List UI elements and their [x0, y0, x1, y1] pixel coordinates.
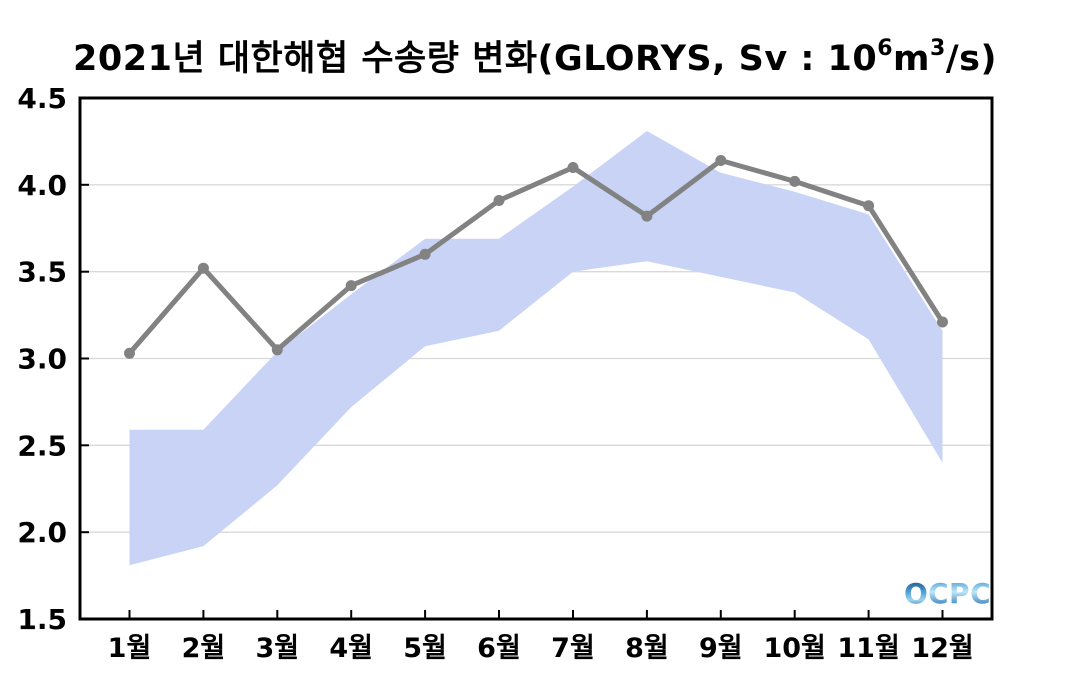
x-axis-labels: 1월 2월 3월 4월 5월 6월 7월 8월 9월 10월 11월 12월 [108, 633, 974, 664]
data-marker [124, 347, 135, 359]
data-marker [197, 262, 209, 274]
y-tick-label: 4.0 [17, 169, 67, 202]
x-tick-label: 3월 [255, 633, 299, 664]
chart-title-unit-m: m [893, 39, 931, 79]
chart-title-text: 2021년 대한해협 수송량 변화(GLORYS, Sv : 10 [73, 39, 878, 79]
y-tick-label: 1.5 [17, 603, 67, 636]
axis-ticks [80, 97, 944, 620]
data-marker [567, 162, 579, 173]
data-marker [937, 316, 948, 328]
data-marker [863, 200, 875, 212]
data-marker [493, 195, 505, 206]
data-marker [715, 155, 727, 166]
ocpc-logo-letters: CPC [928, 579, 990, 609]
chart-title-superscript-3: 3 [930, 36, 946, 62]
x-tick-label: 12월 [911, 633, 973, 664]
x-tick-label: 5월 [403, 633, 447, 664]
y-tick-label: 3.0 [17, 343, 67, 376]
y-tick-label: 3.5 [17, 256, 67, 289]
chart-title-superscript-6: 6 [877, 36, 894, 62]
data-marker [789, 175, 801, 187]
x-tick-label: 2월 [182, 633, 226, 664]
data-markers [124, 155, 948, 359]
x-tick-label: 11월 [837, 633, 899, 664]
x-tick-label: 10월 [763, 633, 825, 664]
transport-line [127, 158, 945, 356]
chart-title: 2021년 대한해협 수송량 변화(GLORYS, Sv : 106m3/s) [0, 30, 1070, 81]
x-tick-label: 1월 [108, 633, 152, 664]
y-tick-label: 2.0 [17, 516, 67, 549]
y-tick-label: 4.5 [17, 82, 67, 115]
data-marker [419, 248, 431, 260]
data-marker [345, 280, 357, 292]
x-tick-label: 9월 [699, 633, 743, 664]
y-tick-label: 2.5 [17, 429, 67, 462]
range-band [129, 131, 943, 566]
x-tick-label: 4월 [329, 633, 373, 664]
chart-title-unit-per-s: /s) [945, 39, 997, 79]
ocpc-logo-globe-glyph: O [904, 579, 928, 609]
x-tick-label: 8월 [625, 633, 669, 664]
x-tick-label: 6월 [477, 633, 521, 664]
y-axis-labels: 1.5 2.0 2.5 3.0 3.5 4.0 4.5 [17, 82, 67, 636]
x-tick-label: 7월 [551, 633, 595, 664]
ocpc-logo: O CPC [904, 579, 990, 609]
data-marker [271, 344, 283, 356]
data-marker [641, 210, 653, 222]
